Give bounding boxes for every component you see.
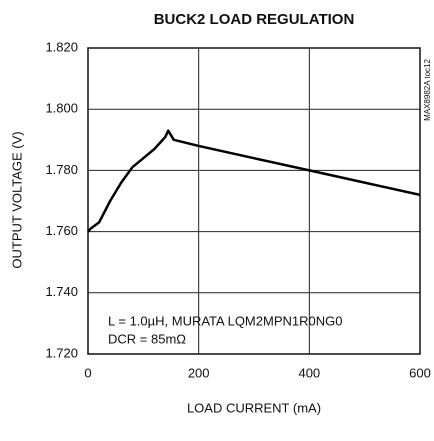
y-tick-label: 1.780	[45, 162, 78, 177]
annotation: L = 1.0µH, MURATA LQM2MPN1R0NG0	[108, 313, 342, 328]
y-tick-label: 1.740	[45, 284, 78, 299]
y-tick-label: 1.720	[45, 345, 78, 360]
annotation: DCR = 85mΩ	[108, 331, 186, 346]
x-tick-label: 600	[409, 365, 431, 380]
chart-title: BUCK2 LOAD REGULATION	[154, 11, 355, 28]
x-tick-label: 0	[84, 365, 91, 380]
y-axis-label: OUTPUT VOLTAGE (V)	[9, 131, 24, 268]
x-tick-label: 200	[188, 365, 210, 380]
x-tick-label: 400	[298, 365, 320, 380]
x-axis-label: LOAD CURRENT (mA)	[187, 400, 321, 415]
data-line	[87, 129, 421, 233]
y-tick-label: 1.760	[45, 223, 78, 238]
plot-frame	[87, 47, 421, 355]
y-tick-label: 1.800	[45, 101, 78, 116]
y-tick-label: 1.820	[45, 39, 78, 54]
side-note: MAX8982A toc12	[423, 59, 432, 121]
